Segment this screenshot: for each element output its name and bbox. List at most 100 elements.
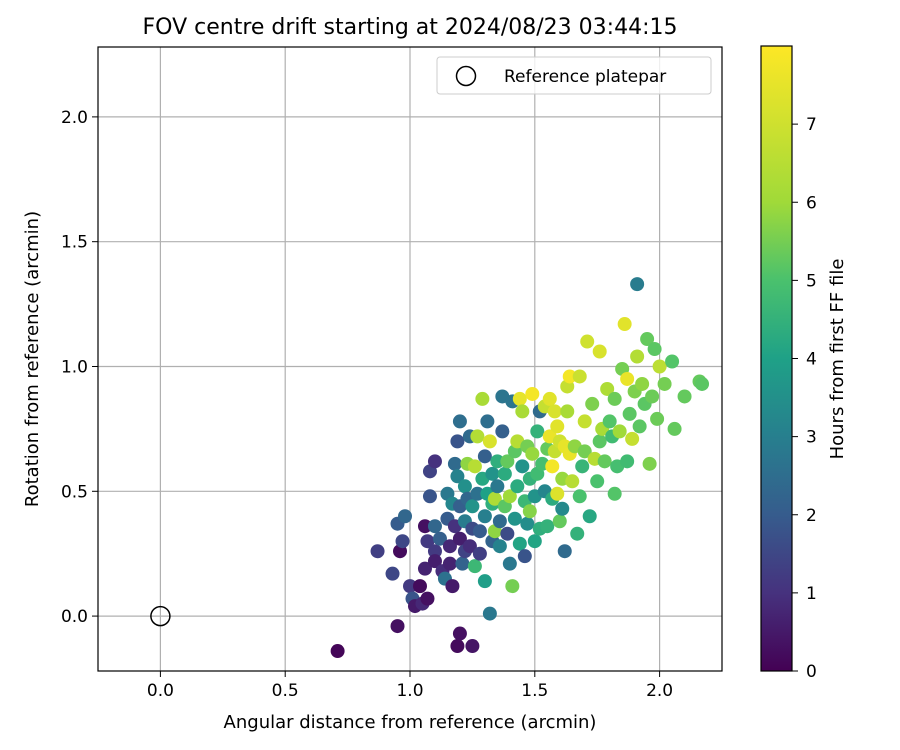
data-point (497, 466, 512, 481)
data-point (515, 404, 530, 419)
y-tick-label: 2.0 (61, 108, 88, 128)
data-point (492, 514, 507, 529)
data-point (482, 434, 497, 449)
data-point (330, 644, 345, 659)
data-point (597, 454, 612, 469)
data-point (570, 526, 585, 541)
data-point (475, 391, 490, 406)
x-tick-label: 2.0 (646, 681, 673, 701)
data-point (445, 579, 460, 594)
data-point (542, 391, 557, 406)
data-point (590, 474, 605, 489)
data-point (625, 431, 640, 446)
data-point (645, 389, 660, 404)
y-axis: 0.0 0.5 1.0 1.5 2.0 (61, 108, 98, 627)
data-point (632, 419, 647, 434)
data-point (577, 444, 592, 459)
data-point (582, 509, 597, 524)
data-point (522, 504, 537, 519)
data-point (427, 454, 442, 469)
colorbar-tick-label: 7 (806, 115, 817, 135)
data-point (470, 429, 485, 444)
data-point (640, 332, 655, 347)
colorbar-tick-label: 6 (806, 193, 817, 213)
data-point (485, 466, 500, 481)
data-point (612, 424, 627, 439)
data-point (622, 406, 637, 421)
legend-marker (455, 65, 477, 87)
data-point (512, 391, 527, 406)
data-point (600, 381, 615, 396)
data-point (452, 531, 467, 546)
data-point (462, 539, 477, 554)
data-point (472, 546, 487, 561)
y-tick-label: 0.0 (61, 607, 88, 627)
data-point (530, 424, 545, 439)
data-point (452, 626, 467, 641)
data-point (607, 486, 622, 501)
data-point (450, 434, 465, 449)
data-point (465, 639, 480, 654)
data-point (477, 574, 492, 589)
data-point (477, 449, 492, 464)
data-point (442, 539, 457, 554)
data-point (507, 511, 522, 526)
colorbar-title: Hours from first FF file (827, 259, 848, 460)
data-point (467, 559, 482, 574)
x-tick-label: 0.5 (272, 681, 299, 701)
scatter-points (330, 277, 710, 659)
data-point (477, 509, 492, 524)
data-point (427, 519, 442, 534)
data-point (592, 344, 607, 359)
colorbar-tick-label: 0 (806, 662, 817, 682)
data-point (490, 479, 505, 494)
data-point (565, 474, 580, 489)
data-point (502, 489, 517, 504)
data-point (512, 536, 527, 551)
data-point (620, 371, 635, 386)
data-point (465, 499, 480, 514)
data-point (450, 639, 465, 654)
data-point (665, 354, 680, 369)
data-point (517, 549, 532, 564)
colorbar: 0 1 2 3 4 5 6 7 Hours from first FF file (760, 45, 848, 682)
colorbar-gradient (760, 45, 793, 672)
data-point (417, 519, 432, 534)
y-tick-label: 1.0 (61, 357, 88, 377)
data-point (502, 556, 517, 571)
x-tick-label: 1.0 (396, 681, 423, 701)
data-point (552, 514, 567, 529)
data-point (467, 459, 482, 474)
chart-title: FOV centre drift starting at 2024/08/23 … (143, 15, 678, 40)
colorbar-tick-label: 1 (806, 584, 817, 604)
data-point (562, 369, 577, 384)
legend-label: Reference platepar (504, 67, 666, 87)
data-point (515, 459, 530, 474)
data-point (500, 454, 515, 469)
data-point (630, 349, 645, 364)
data-point (457, 479, 472, 494)
data-point (577, 414, 592, 429)
data-point (525, 386, 540, 401)
colorbar-tick-label: 2 (806, 506, 817, 526)
x-tick-label: 1.5 (521, 681, 548, 701)
data-point (607, 391, 622, 406)
data-point (617, 317, 632, 332)
data-point (647, 342, 662, 357)
data-point (657, 376, 672, 391)
data-point (557, 544, 572, 559)
data-point (505, 579, 520, 594)
y-axis-title: Rotation from reference (arcmin) (22, 211, 43, 507)
x-axis-title: Angular distance from reference (arcmin) (224, 712, 597, 733)
data-point (520, 516, 535, 531)
data-point (472, 524, 487, 539)
colorbar-tick-label: 4 (806, 350, 817, 370)
data-point (545, 459, 560, 474)
data-point (550, 419, 565, 434)
data-point (447, 456, 462, 471)
reference-point (150, 605, 171, 627)
data-point (555, 501, 570, 516)
data-point (442, 556, 457, 571)
data-point (667, 421, 682, 436)
data-point (422, 489, 437, 504)
